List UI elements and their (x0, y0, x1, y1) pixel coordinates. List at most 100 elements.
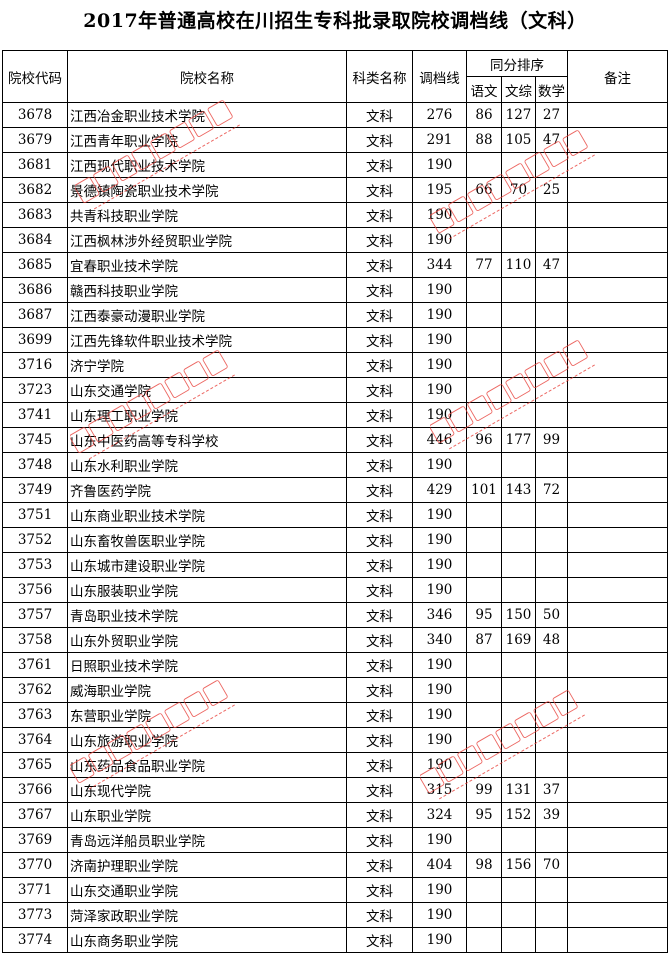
header-tie-order: 同分排序 (465, 50, 569, 77)
cell-code: 3763 (2, 702, 68, 728)
cell-name: 赣西科技职业学院 (67, 277, 347, 303)
cell-note (567, 752, 669, 778)
cell-wenzong (501, 327, 536, 353)
cell-type: 文科 (346, 252, 413, 278)
cell-line: 190 (412, 677, 467, 703)
cell-code: 3765 (2, 752, 68, 778)
cell-math (534, 327, 569, 353)
cell-chinese (466, 877, 502, 903)
cell-chinese: 95 (466, 602, 502, 628)
cell-type: 文科 (346, 427, 413, 453)
table-row: 3769 青岛远洋船员职业学院 文科 190 (2, 827, 669, 853)
cell-note (567, 377, 669, 403)
table-row: 3699 江西先锋软件职业技术学院 文科 190 (2, 327, 669, 353)
cell-code: 3756 (2, 577, 68, 603)
cell-line: 190 (412, 652, 467, 678)
cell-line: 190 (412, 352, 467, 378)
cell-chinese: 98 (466, 852, 502, 878)
cell-chinese: 77 (466, 252, 502, 278)
cell-wenzong (501, 877, 536, 903)
cell-note (567, 277, 669, 303)
table-row: 3756 山东服装职业学院 文科 190 (2, 577, 669, 603)
cell-wenzong (501, 727, 536, 753)
cell-name: 威海职业学院 (67, 677, 347, 703)
cell-math: 72 (534, 477, 569, 503)
cell-type: 文科 (346, 652, 413, 678)
cell-type: 文科 (346, 677, 413, 703)
cell-note (567, 577, 669, 603)
table-row: 3683 共青科技职业学院 文科 190 (2, 202, 669, 228)
cell-note (567, 402, 669, 428)
cell-type: 文科 (346, 702, 413, 728)
cell-math (534, 702, 569, 728)
cell-note (567, 877, 669, 903)
table-row: 3767 山东职业学院 文科 324 95 152 39 (2, 802, 669, 828)
cell-line: 190 (412, 527, 467, 553)
cell-math (534, 452, 569, 478)
cell-note (567, 102, 669, 128)
cell-type: 文科 (346, 602, 413, 628)
cell-code: 3687 (2, 302, 68, 328)
cell-name: 山东服装职业学院 (67, 577, 347, 603)
cell-chinese: 86 (466, 102, 502, 128)
cell-name: 日照职业技术学院 (67, 652, 347, 678)
header-code: 院校代码 (2, 50, 68, 103)
table-row: 3682 景德镇陶瓷职业技术学院 文科 195 66 70 25 (2, 177, 669, 203)
cell-chinese (466, 677, 502, 703)
cell-line: 190 (412, 402, 467, 428)
cell-math (534, 877, 569, 903)
cell-chinese (466, 527, 502, 553)
cell-line: 190 (412, 377, 467, 403)
cell-type: 文科 (346, 127, 413, 153)
cell-wenzong: 105 (501, 127, 536, 153)
cell-chinese (466, 652, 502, 678)
cell-line: 190 (412, 302, 467, 328)
cell-chinese (466, 277, 502, 303)
cell-name: 江西枫林涉外经贸职业学院 (67, 227, 347, 253)
cell-code: 3699 (2, 327, 68, 353)
cell-math (534, 927, 569, 953)
cell-name: 山东旅游职业学院 (67, 727, 347, 753)
cell-line: 344 (412, 252, 467, 278)
cell-line: 195 (412, 177, 467, 203)
cell-type: 文科 (346, 302, 413, 328)
cell-code: 3771 (2, 877, 68, 903)
table-row: 3749 齐鲁医药学院 文科 429 101 143 72 (2, 477, 669, 503)
cell-name: 江西青年职业学院 (67, 127, 347, 153)
cell-name: 山东药品食品职业学院 (67, 752, 347, 778)
cell-chinese (466, 577, 502, 603)
cell-chinese: 87 (466, 627, 502, 653)
cell-math (534, 677, 569, 703)
cell-type: 文科 (346, 927, 413, 953)
cell-wenzong (501, 502, 536, 528)
cell-math (534, 302, 569, 328)
cell-math (534, 652, 569, 678)
cell-code: 3766 (2, 777, 68, 803)
cell-line: 190 (412, 502, 467, 528)
cell-note (567, 227, 669, 253)
table-row: 3748 山东水利职业学院 文科 190 (2, 452, 669, 478)
cell-chinese (466, 502, 502, 528)
cell-line: 276 (412, 102, 467, 128)
cell-math (534, 502, 569, 528)
cell-note (567, 902, 669, 928)
cell-type: 文科 (346, 102, 413, 128)
cell-type: 文科 (346, 552, 413, 578)
cell-type: 文科 (346, 202, 413, 228)
cell-math: 70 (534, 852, 569, 878)
cell-line: 190 (412, 702, 467, 728)
cell-line: 190 (412, 452, 467, 478)
cell-type: 文科 (346, 727, 413, 753)
cell-code: 3762 (2, 677, 68, 703)
table-row: 3745 山东中医药高等专科学校 文科 446 96 177 99 (2, 427, 669, 453)
cell-type: 文科 (346, 627, 413, 653)
cell-wenzong: 150 (501, 602, 536, 628)
cell-wenzong (501, 552, 536, 578)
cell-name: 山东理工职业学院 (67, 402, 347, 428)
cell-type: 文科 (346, 527, 413, 553)
cell-chinese (466, 452, 502, 478)
cell-code: 3753 (2, 552, 68, 578)
cell-wenzong (501, 677, 536, 703)
cell-note (567, 652, 669, 678)
cell-wenzong: 156 (501, 852, 536, 878)
